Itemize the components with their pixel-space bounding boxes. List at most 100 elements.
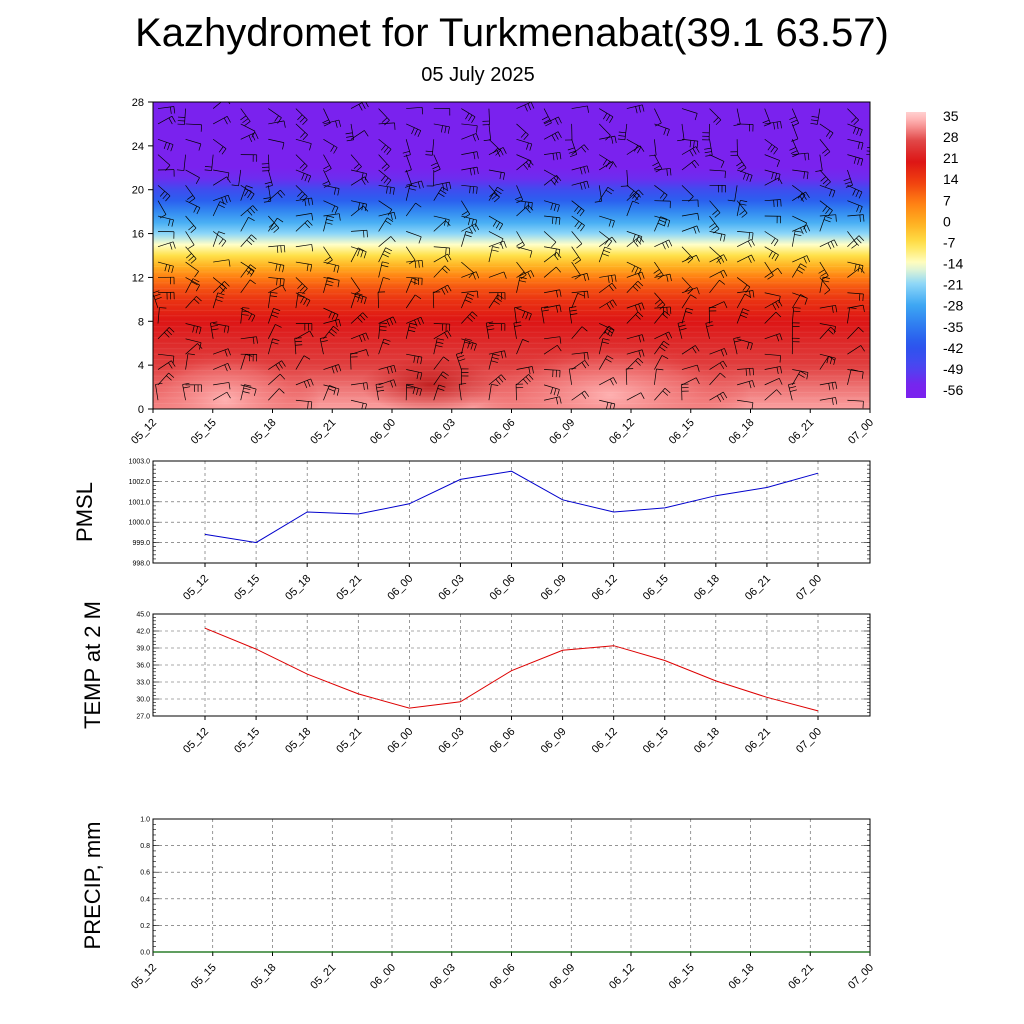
wind-barb <box>176 154 186 171</box>
wind-barb <box>568 306 578 324</box>
wind-barb <box>350 312 368 324</box>
wind-barb <box>764 311 782 324</box>
wind-barb <box>295 355 311 370</box>
wind-barb <box>405 294 422 309</box>
wind-barb <box>516 159 534 171</box>
wind-barb <box>875 193 892 202</box>
wind-barb <box>212 176 231 186</box>
wind-barb <box>433 371 449 386</box>
x-tick-label: 05_15 <box>232 726 262 756</box>
y-axis-label: PMSL <box>72 482 97 542</box>
wind-barb <box>652 154 663 173</box>
colorbar-label: -49 <box>943 361 963 377</box>
wind-barb <box>157 154 171 171</box>
wind-barb <box>157 185 171 202</box>
wind-barb <box>378 316 397 327</box>
x-tick-label: 06_21 <box>743 726 773 756</box>
x-tick-label: 06_21 <box>786 962 816 992</box>
wind-barb <box>212 292 225 309</box>
wind-barb <box>185 138 202 151</box>
wind-barb <box>405 202 422 217</box>
x-tick-label: 05_15 <box>189 962 219 992</box>
wind-barb <box>240 353 253 370</box>
wind-barb <box>516 261 527 280</box>
wind-barb <box>571 352 589 360</box>
x-tick-label: 06_03 <box>428 417 458 447</box>
wind-barb <box>543 396 562 405</box>
wind-barb <box>681 345 700 355</box>
x-tick-label: 06_12 <box>590 726 620 756</box>
wind-barb <box>653 261 664 280</box>
wind-barb <box>268 215 280 233</box>
wind-barb <box>681 108 698 121</box>
wind-barb <box>185 261 199 278</box>
wind-barb <box>709 215 720 234</box>
colorbar-scale <box>906 112 926 398</box>
wind-barb <box>599 299 617 310</box>
wind-barb <box>350 349 369 357</box>
wind-barb <box>212 231 227 247</box>
wind-barb <box>182 382 191 401</box>
wind-barb <box>406 106 424 115</box>
wind-barb <box>406 231 422 244</box>
wind-barb <box>185 296 202 309</box>
wind-barb <box>433 338 445 355</box>
x-tick-label: 05_12 <box>181 573 211 603</box>
wind-barb <box>571 326 588 340</box>
wind-barb <box>213 259 231 267</box>
wind-barb <box>240 279 256 293</box>
wind-barb <box>626 231 643 244</box>
wind-barb <box>709 254 728 265</box>
wind-barb <box>323 276 335 293</box>
x-tick-label: 06_15 <box>667 962 697 992</box>
wind-barb <box>268 138 285 150</box>
wind-barb <box>704 139 713 157</box>
wind-barb <box>212 231 226 247</box>
wind-barb <box>295 213 314 221</box>
wind-barb <box>543 231 557 248</box>
wind-barb <box>733 108 741 127</box>
x-tick-label: 06_06 <box>488 573 518 603</box>
wind-barb <box>847 345 865 355</box>
wind-barb <box>295 197 314 207</box>
wind-barb <box>788 382 797 401</box>
x-tick-label: 06_09 <box>547 962 577 992</box>
wind-barb <box>626 302 645 312</box>
wind-barb <box>736 169 753 183</box>
wind-barb <box>764 267 783 278</box>
wind-barb <box>792 224 811 235</box>
wind-barb <box>295 154 308 172</box>
wind-barb <box>460 368 469 385</box>
wind-barb <box>681 159 700 171</box>
wind-barb <box>571 165 590 175</box>
colorbar-label: -28 <box>943 298 963 314</box>
wind-barb <box>847 108 859 126</box>
wind-barb <box>350 154 362 172</box>
wind-barb <box>240 108 251 126</box>
wind-barb <box>789 108 799 127</box>
wind-barb <box>516 138 533 151</box>
wind-barb <box>433 181 452 191</box>
wind-barb <box>433 123 450 134</box>
y-tick-label: 16 <box>132 229 144 241</box>
wind-barb <box>544 336 562 344</box>
wind-barb <box>875 185 891 195</box>
wind-barb <box>847 261 864 273</box>
wind-barb <box>792 292 808 305</box>
wind-barb <box>681 254 700 263</box>
y-tick-label: 24 <box>132 141 144 153</box>
y-tick-label: 0.2 <box>140 923 150 930</box>
colorbar-label: -42 <box>943 340 963 356</box>
wind-barb <box>736 308 750 324</box>
wind-barb <box>875 262 887 277</box>
wind-barb <box>240 154 258 162</box>
wind-barb <box>736 200 748 217</box>
y-tick-label: 0.0 <box>140 950 150 957</box>
y-axis-label: PRECIP, mm <box>80 822 105 950</box>
wind-barb <box>425 139 435 156</box>
wind-barb <box>458 383 467 401</box>
x-tick-label: 05_21 <box>308 962 338 992</box>
wind-barb <box>210 321 219 339</box>
wind-barb <box>213 382 231 390</box>
wind-barb <box>599 274 617 283</box>
